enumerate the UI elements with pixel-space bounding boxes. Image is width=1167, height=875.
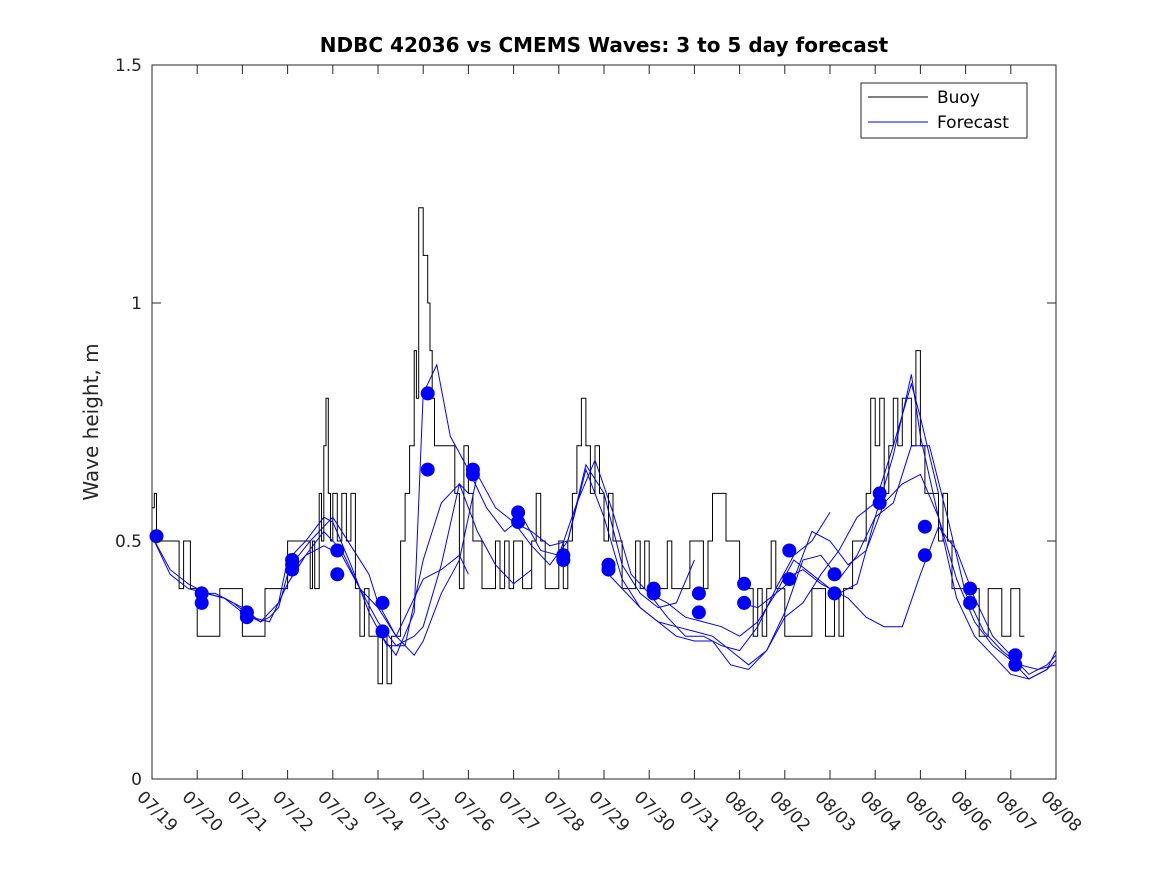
forecast-marker — [420, 386, 435, 401]
forecast-marker — [917, 519, 932, 534]
y-tick-label: 0 — [131, 770, 142, 790]
forecast-marker — [330, 543, 345, 558]
forecast-marker — [691, 605, 706, 620]
forecast-marker — [872, 495, 887, 510]
series-line-forecast — [151, 482, 533, 647]
y-tick-label: 1.5 — [115, 56, 142, 76]
legend: Buoy Forecast — [860, 82, 1028, 139]
chart-title: NDBC 42036 vs CMEMS Waves: 3 to 5 day fo… — [320, 33, 889, 57]
forecast-marker — [737, 576, 752, 591]
series-line-forecast — [648, 473, 1057, 680]
y-tick-label: 1 — [131, 294, 142, 314]
forecast-marker — [963, 595, 978, 610]
forecast-marker — [917, 548, 932, 563]
series-line-forecast — [287, 463, 695, 657]
y-axis-label: Wave height, m — [79, 343, 103, 500]
forecast-marker — [375, 624, 390, 639]
forecast-marker — [646, 586, 661, 601]
forecast-marker — [782, 572, 797, 587]
forecast-marker — [239, 610, 254, 625]
legend-label-buoy: Buoy — [937, 88, 980, 108]
plot-area — [151, 64, 1057, 780]
y-tick-label: 0.5 — [115, 532, 142, 552]
forecast-marker — [556, 553, 571, 567]
legend-box — [860, 82, 1028, 139]
forecast-marker — [375, 595, 390, 610]
forecast-marker — [782, 543, 797, 558]
forecast-marker — [737, 595, 752, 610]
forecast-marker — [827, 567, 842, 582]
series-line-buoy — [152, 207, 1025, 685]
forecast-marker — [691, 586, 706, 601]
forecast-marker — [420, 462, 435, 477]
forecast-marker — [149, 529, 164, 544]
legend-label-forecast: Forecast — [937, 113, 1009, 133]
forecast-marker — [1008, 657, 1023, 672]
forecast-marker — [827, 586, 842, 601]
forecast-marker — [963, 581, 978, 596]
forecast-marker — [194, 595, 209, 610]
marker-layer — [149, 386, 1023, 672]
series-line-forecast — [603, 445, 1057, 671]
forecast-marker — [285, 562, 300, 577]
forecast-marker — [511, 515, 526, 529]
series-line-forecast — [377, 363, 831, 657]
forecast-marker — [465, 467, 480, 482]
forecast-marker — [601, 562, 616, 577]
forecast-marker — [330, 567, 345, 582]
